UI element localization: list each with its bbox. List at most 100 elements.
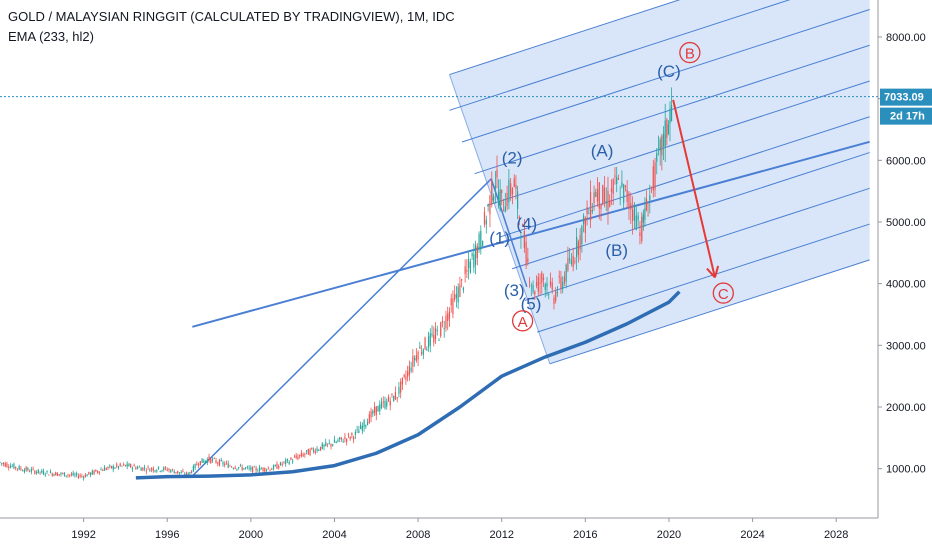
- candle-body: [518, 216, 520, 219]
- candle-body: [117, 466, 120, 468]
- candle-body: [72, 472, 74, 476]
- candle-body: [0, 462, 1, 463]
- candle-body: [332, 444, 334, 446]
- candle-body: [67, 474, 69, 476]
- fork-handle-line: [191, 178, 492, 477]
- candle-body: [290, 457, 292, 460]
- candle-body: [337, 440, 339, 442]
- wave-label: (A): [591, 142, 614, 161]
- candle-body: [468, 259, 470, 269]
- candle-body: [454, 294, 456, 300]
- candle-body: [18, 466, 20, 470]
- candle-body: [81, 475, 83, 477]
- candle-body: [366, 421, 369, 426]
- candle-body: [89, 472, 92, 476]
- fork-base-line: [490, 178, 528, 287]
- candle-body: [330, 443, 332, 447]
- candle-body: [504, 206, 506, 213]
- candle-body: [140, 467, 142, 471]
- candle-body: [609, 200, 611, 207]
- candle-body: [581, 226, 583, 245]
- candle-body: [386, 401, 388, 407]
- candle-body: [496, 169, 498, 178]
- candle-body: [431, 333, 433, 336]
- candle-body: [314, 451, 316, 453]
- candle-body: [110, 465, 113, 469]
- candle-body: [37, 469, 39, 473]
- candle-body: [326, 443, 329, 445]
- candle-body: [150, 468, 153, 470]
- candle-body: [377, 406, 379, 412]
- candle-body: [466, 269, 468, 272]
- candle-body: [433, 335, 435, 343]
- candle-body: [35, 472, 38, 473]
- candle-body: [667, 124, 670, 135]
- candle-body: [258, 467, 261, 472]
- candle-body: [241, 466, 243, 470]
- candle-body: [589, 192, 592, 221]
- candle-body: [459, 284, 461, 297]
- candle-body: [473, 254, 475, 268]
- candle-body: [323, 444, 325, 447]
- candle-body: [41, 470, 43, 473]
- candle-body: [231, 466, 233, 468]
- candle-body: [281, 463, 283, 465]
- candle-body: [312, 449, 315, 452]
- candle-body: [493, 195, 495, 201]
- candle-body: [572, 255, 574, 268]
- candle-body: [157, 466, 160, 469]
- candle-body: [107, 466, 109, 469]
- candle-body: [525, 241, 527, 266]
- candle-body: [44, 474, 46, 476]
- trend-lines[interactable]: [191, 140, 870, 477]
- candle-body: [304, 454, 306, 455]
- wave-label: (2): [502, 148, 523, 167]
- candle-body: [652, 166, 654, 191]
- candle-body: [619, 199, 621, 200]
- candle-body: [321, 443, 323, 449]
- candle-body: [185, 472, 188, 475]
- candle-body: [600, 204, 602, 210]
- candle-body: [333, 439, 336, 443]
- candle-body: [576, 236, 578, 258]
- candle-body: [461, 279, 463, 281]
- candle-body: [255, 467, 257, 471]
- candle-body: [6, 463, 8, 467]
- x-tick-label: 1992: [71, 529, 95, 541]
- candle-body: [422, 349, 424, 355]
- candle-body: [556, 292, 559, 294]
- candle-body: [347, 434, 350, 436]
- candle-body: [602, 185, 604, 205]
- candle-body: [415, 355, 417, 361]
- candle-body: [288, 461, 290, 464]
- projection-arrow[interactable]: [0, 96, 878, 279]
- candle-body: [20, 468, 22, 470]
- candle-body: [591, 210, 593, 212]
- candle-body: [339, 437, 341, 440]
- candle-body: [86, 474, 88, 477]
- candle-body: [234, 467, 236, 469]
- wave-label: (1): [489, 229, 510, 248]
- candle-body: [396, 397, 398, 399]
- candle-body: [563, 276, 566, 283]
- candle-body: [491, 180, 493, 205]
- x-tick-label: 1996: [155, 529, 179, 541]
- x-tick-label: 2012: [489, 529, 513, 541]
- candle-body: [670, 105, 673, 122]
- candle-body: [316, 448, 318, 451]
- candle-body: [469, 261, 471, 273]
- candle-body: [485, 219, 487, 225]
- candle-body: [478, 233, 480, 250]
- candle-body: [528, 281, 531, 283]
- candle-body: [197, 464, 200, 466]
- candle-body: [171, 469, 174, 470]
- candle-body: [586, 207, 588, 215]
- candle-body: [553, 297, 555, 304]
- candle-body: [143, 467, 146, 469]
- candle-body: [328, 442, 330, 444]
- candle-body: [669, 108, 671, 124]
- pitchfork-channel[interactable]: [448, 0, 870, 365]
- candle-body: [659, 139, 661, 151]
- candle-body: [307, 449, 309, 455]
